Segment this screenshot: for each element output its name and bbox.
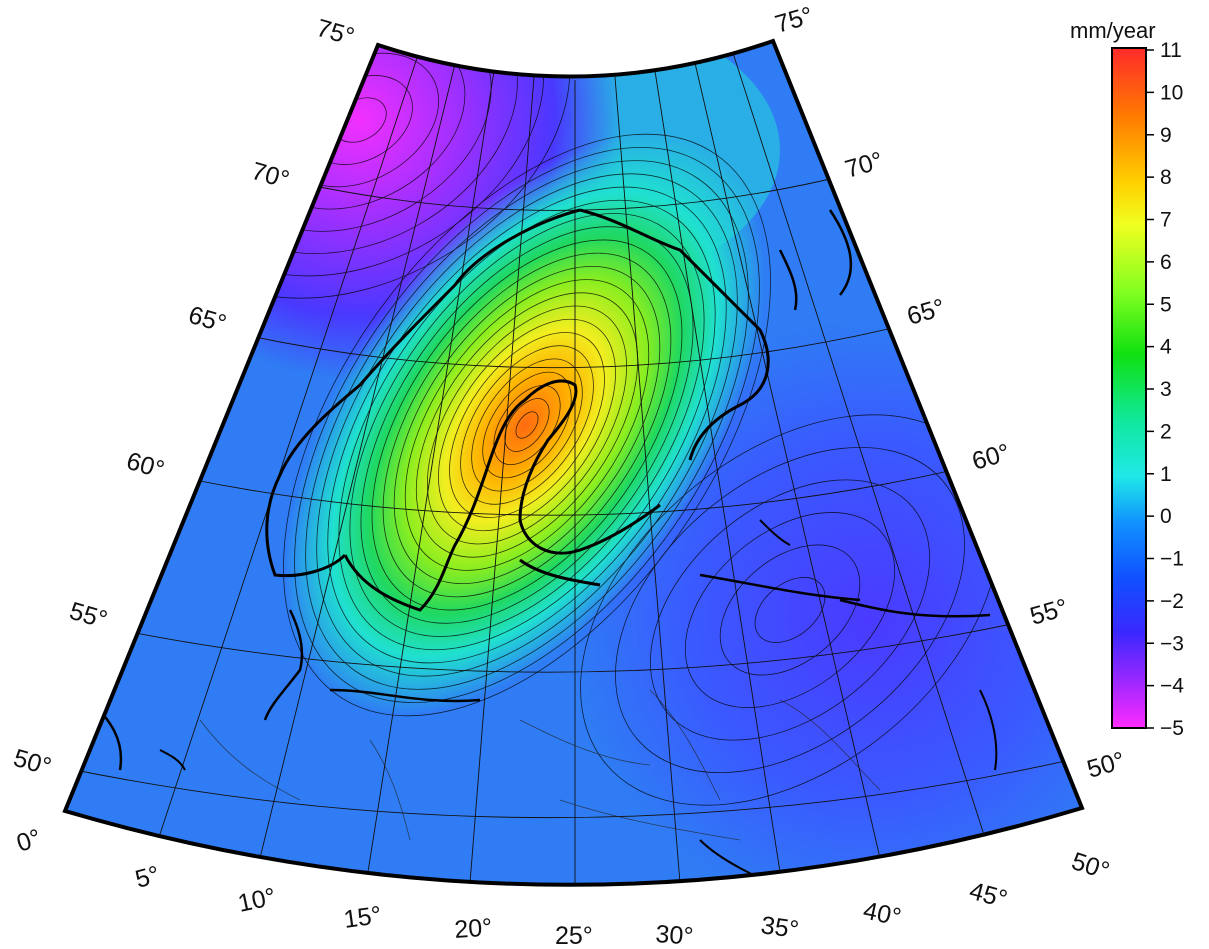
contour-ring <box>471 358 583 492</box>
colorbar-tick-label: 3 <box>1160 378 1172 401</box>
contour-ring <box>482 371 572 479</box>
colorbar-tick-label: −5 <box>1160 717 1184 740</box>
contour-ring <box>438 318 616 532</box>
contour-ring <box>426 305 628 545</box>
contour-ring <box>404 279 650 571</box>
colorbar-tick-label: −3 <box>1160 632 1184 655</box>
contour-ring <box>449 332 605 518</box>
contour-ring <box>393 265 661 585</box>
lat-label-east: 55° <box>1027 593 1071 630</box>
contour-ring <box>615 446 965 774</box>
contour-ring <box>719 544 861 676</box>
lat-label-east: 60° <box>969 438 1013 475</box>
lon-label: 45° <box>966 877 1010 914</box>
lat-label-west: 70° <box>248 157 292 194</box>
country-borders <box>199 689 881 841</box>
lon-label: 40° <box>861 896 904 931</box>
lat-label-east: 65° <box>904 293 948 330</box>
contour-ring <box>305 160 749 690</box>
contour-ring <box>415 292 639 558</box>
lat-label-east: 75° <box>772 1 816 38</box>
colorbar-tick-label: −4 <box>1160 675 1184 698</box>
colorbar-tick-label: 6 <box>1160 251 1172 274</box>
lon-label: 50° <box>1068 847 1113 885</box>
lat-label-west: 55° <box>66 597 110 634</box>
colorbar-tick-label: −1 <box>1160 548 1184 571</box>
contour-ring <box>382 252 672 598</box>
colorbar-tick-label: 1 <box>1160 463 1172 486</box>
colorbar-tick-label: 11 <box>1160 39 1182 62</box>
contour-ring <box>294 146 760 704</box>
lon-label: 25° <box>555 922 593 949</box>
contour-ring <box>515 411 539 439</box>
lat-label-west: 75° <box>313 14 357 51</box>
colorbar-tick-label: 4 <box>1160 336 1172 359</box>
colorbar-tick-label: 0 <box>1160 505 1172 528</box>
lat-label-west: 65° <box>185 301 229 338</box>
colorbar-tick-label: 2 <box>1160 420 1172 443</box>
contour-ring <box>649 479 931 741</box>
lat-label-west: 60° <box>123 447 167 484</box>
contour-ring <box>338 199 716 651</box>
contour-ring <box>371 239 683 611</box>
colorbar-tick-label: −2 <box>1160 590 1184 613</box>
colorbar-tick-label: 9 <box>1160 124 1172 147</box>
lat-label-west: 50° <box>10 744 54 781</box>
lat-label-east: 50° <box>1084 746 1128 783</box>
coastlines <box>89 208 998 885</box>
lon-label: 10° <box>235 883 278 918</box>
lon-label: 0° <box>13 824 44 858</box>
colorbar-ramp <box>1111 47 1147 729</box>
lon-label: 30° <box>655 920 695 949</box>
contour-ring <box>316 173 738 677</box>
lon-label: 5° <box>132 861 162 894</box>
colorbar-tick-label: 10 <box>1160 81 1183 104</box>
contour-ring <box>754 577 826 643</box>
map-frame <box>62 38 1085 887</box>
colorbar-unit-label: mm/year <box>1070 18 1156 43</box>
lon-label: 20° <box>453 913 493 944</box>
contour-ring <box>684 512 896 708</box>
lon-label: 35° <box>759 911 800 944</box>
colorbar-tick-label: 8 <box>1160 166 1172 189</box>
colorbar-tick-label: 7 <box>1160 209 1172 232</box>
contour-ring <box>349 213 705 637</box>
lat-label-east: 70° <box>842 146 886 183</box>
lon-label: 15° <box>342 901 383 934</box>
contour-ring <box>504 398 550 452</box>
colorbar-tick-label: 5 <box>1160 293 1172 316</box>
